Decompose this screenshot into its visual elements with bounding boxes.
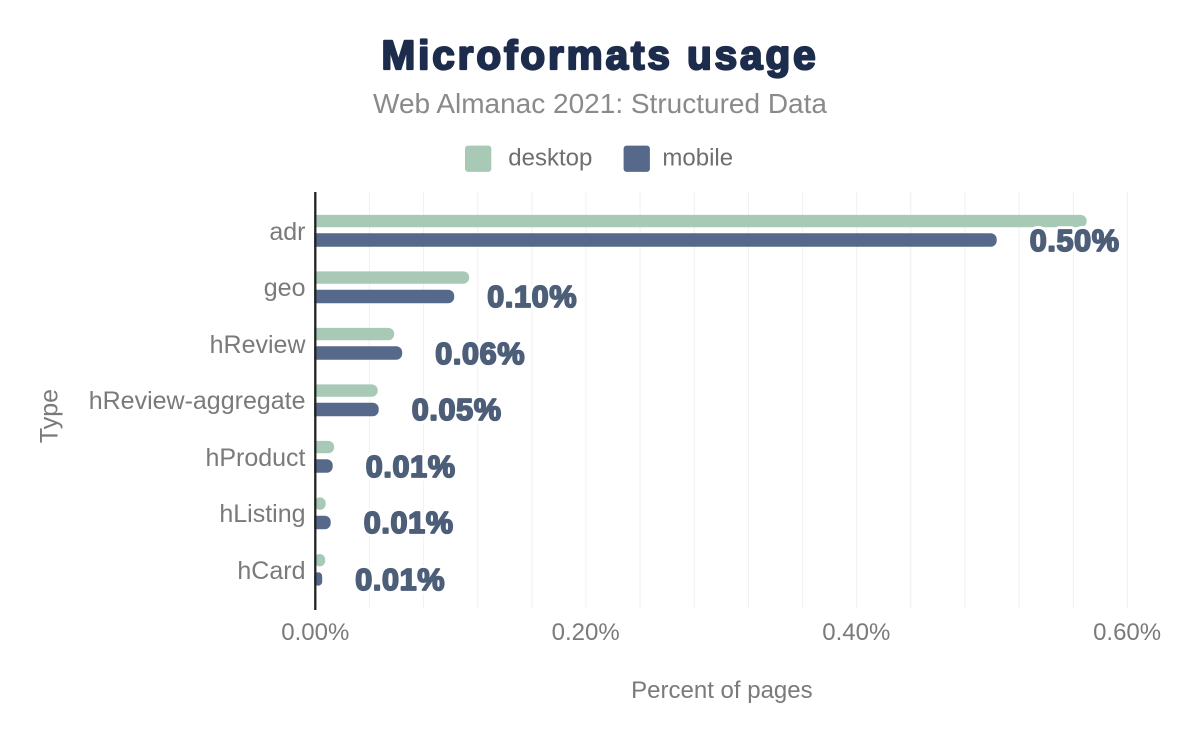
svg-text:mobile: mobile: [662, 145, 733, 172]
svg-text:hListing: hListing: [219, 500, 305, 528]
svg-text:hProduct: hProduct: [205, 444, 305, 472]
svg-text:0.01%: 0.01%: [355, 563, 445, 597]
svg-text:desktop: desktop: [508, 145, 592, 172]
svg-text:0.05%: 0.05%: [412, 393, 502, 427]
svg-text:0.01%: 0.01%: [364, 506, 454, 540]
svg-text:0.50%: 0.50%: [1030, 224, 1120, 258]
svg-text:hReview-aggregate: hReview-aggregate: [89, 387, 306, 415]
svg-text:0.40%: 0.40%: [822, 619, 890, 646]
svg-text:0.20%: 0.20%: [552, 619, 620, 646]
svg-text:geo: geo: [264, 274, 306, 302]
svg-text:0.60%: 0.60%: [1093, 619, 1161, 646]
svg-text:Microformats usage: Microformats usage: [381, 32, 818, 78]
svg-text:adr: adr: [269, 218, 305, 246]
svg-text:Percent of pages: Percent of pages: [631, 677, 812, 704]
svg-text:hReview: hReview: [210, 331, 307, 359]
svg-text:0.00%: 0.00%: [281, 619, 349, 646]
svg-text:0.01%: 0.01%: [366, 450, 456, 484]
svg-text:0.06%: 0.06%: [435, 337, 525, 371]
svg-text:Type: Type: [36, 389, 64, 443]
svg-text:0.50%: 0.50%: [1030, 224, 1120, 258]
svg-text:hCard: hCard: [237, 557, 305, 585]
svg-text:0.10%: 0.10%: [487, 280, 577, 314]
svg-text:0.10%: 0.10%: [487, 280, 577, 314]
svg-text:0.01%: 0.01%: [364, 506, 454, 540]
svg-text:0.01%: 0.01%: [355, 563, 445, 597]
svg-text:Web Almanac 2021: Structured D: Web Almanac 2021: Structured Data: [373, 88, 827, 119]
svg-text:0.05%: 0.05%: [412, 393, 502, 427]
svg-text:0.01%: 0.01%: [366, 450, 456, 484]
svg-text:0.06%: 0.06%: [435, 337, 525, 371]
